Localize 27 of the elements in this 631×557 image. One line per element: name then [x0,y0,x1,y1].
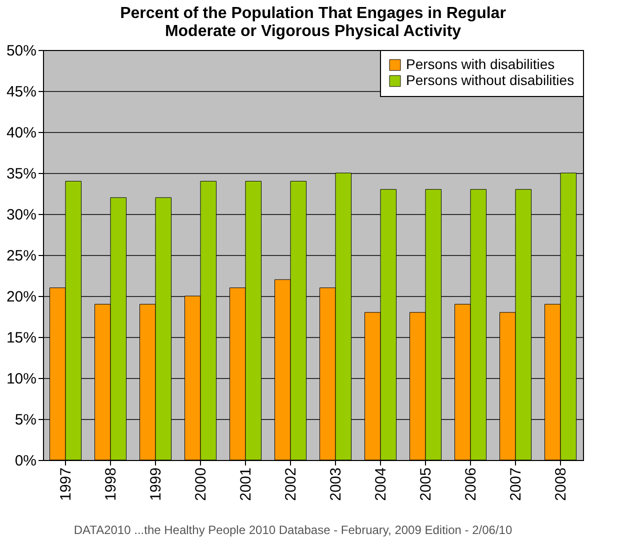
y-tick-label: 5% [14,412,36,428]
legend-label: Persons without disabilities [406,72,574,88]
y-tick-label: 20% [6,288,36,306]
x-tick-label: 2008 [552,468,570,501]
y-tick-label: 50% [6,42,36,60]
y-tick-label: 45% [6,84,36,100]
legend-label: Persons with disabilities [406,56,555,72]
chart-title: Percent of the Population That Engages in Regular Moderate or Vigorous Physical Activity [120,5,506,40]
x-tick-label: 1999 [148,468,164,501]
x-tick-label: 1998 [102,468,120,501]
y-tick-label: 40% [6,124,36,142]
x-tick-label: 2003 [328,468,344,501]
x-tick-label: 2005 [418,468,434,501]
x-tick-label: 2007 [508,468,524,501]
text: DATA2010 ...the Healthy People 2010 Database - February, 2009 Edition - 2/06/10 [74,523,512,537]
y-tick-label: 0% [14,452,36,470]
x-tick-label: 2001 [238,468,254,501]
x-tick-label: 1997 [58,468,74,501]
y-tick-label: 30% [6,206,36,224]
y-tick-label: 35% [6,166,36,182]
y-tick-label: 15% [6,330,36,346]
y-tick-label: 10% [6,370,36,388]
x-tick-label: 2000 [192,468,210,501]
x-tick-label: 2002 [282,468,300,501]
x-tick-label: 2006 [462,468,480,501]
y-tick-label: 25% [6,248,36,264]
x-tick-label: 2004 [372,468,390,501]
